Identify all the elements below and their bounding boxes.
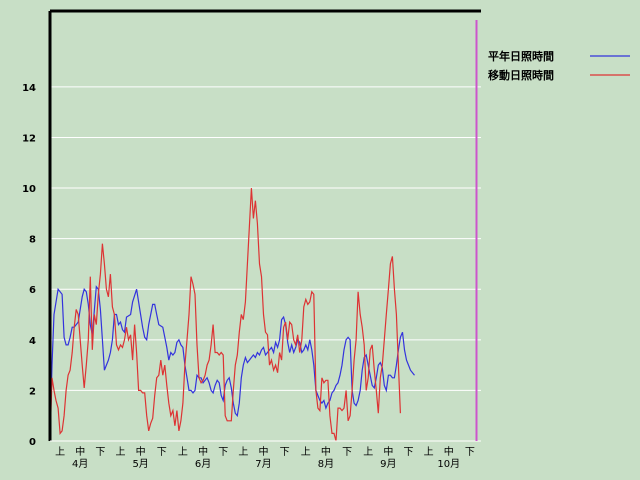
x-tick-decade: 中 [444,445,454,458]
gridlines [50,86,481,391]
x-tick-decade: 上 [363,446,373,458]
x-axis-ticks: 上中下4月上中下5月上中下6月上中下7月上中下8月上中下9月上中下10月 [55,445,475,470]
x-tick-decade: 上 [115,446,125,458]
y-tick-label: 0 [29,437,36,448]
x-tick-decade: 上 [178,446,188,458]
x-tick-decade: 中 [198,445,208,458]
x-tick-decade: 上 [424,446,434,458]
x-tick-month: 9月 [380,458,396,470]
legend-label-1: 平年日照時間 [488,49,554,63]
y-tick-label: 6 [29,285,36,296]
x-tick-month: 7月 [255,458,271,470]
x-tick-decade: 下 [465,447,475,458]
x-tick-decade: 中 [321,445,331,458]
series-line-2 [49,188,401,442]
x-tick-decade: 上 [301,446,311,458]
x-tick-decade: 下 [403,447,413,458]
x-tick-decade: 中 [75,445,85,458]
y-tick-label: 4 [29,336,36,347]
x-tick-decade: 下 [280,447,290,458]
x-tick-decade: 下 [342,447,352,458]
x-tick-month: 5月 [132,458,148,470]
x-tick-decade: 下 [218,447,228,458]
y-tick-label: 8 [29,235,36,246]
x-tick-decade: 中 [383,445,393,458]
x-tick-month: 10月 [437,458,460,470]
y-tick-label: 10 [22,184,36,195]
x-tick-decade: 上 [238,446,248,458]
x-tick-decade: 中 [258,445,268,458]
y-tick-label: 14 [22,83,36,94]
y-axis-ticks: 0 2 4 6 8 10 12 14 [22,83,36,448]
x-tick-decade: 下 [95,447,105,458]
x-tick-month: 8月 [318,458,334,470]
x-tick-month: 6月 [195,458,211,470]
series-lines [49,188,415,442]
x-tick-decade: 中 [136,445,146,458]
legend-label-2: 移動日照時間 [488,68,554,82]
y-tick-label: 2 [29,386,36,397]
series-line-1 [49,285,415,442]
x-tick-decade: 上 [55,446,65,458]
y-tick-label: 12 [22,133,36,144]
x-tick-month: 4月 [72,458,88,470]
x-tick-decade: 下 [157,447,167,458]
